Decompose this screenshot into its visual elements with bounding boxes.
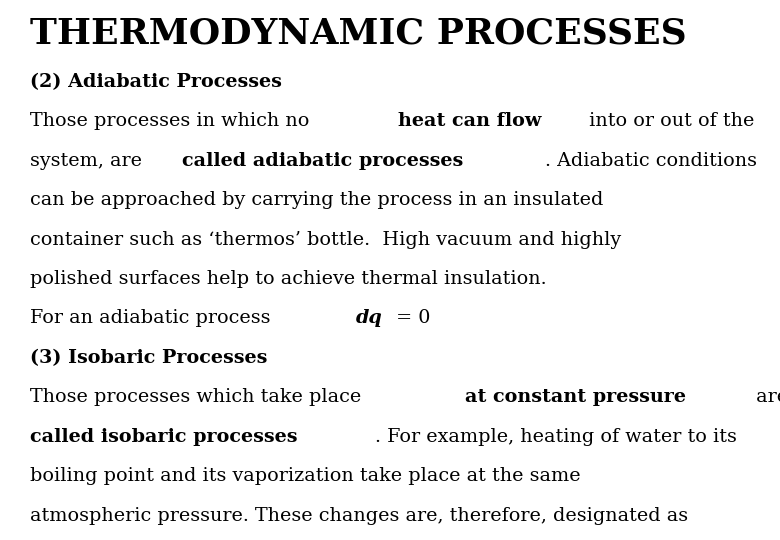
Text: Those processes in which no: Those processes in which no [30, 112, 315, 130]
Text: called adiabatic processes: called adiabatic processes [182, 152, 463, 170]
Text: (2) Adiabatic Processes: (2) Adiabatic Processes [30, 73, 282, 91]
Text: system, are: system, are [30, 152, 147, 170]
Text: . Adiabatic conditions: . Adiabatic conditions [545, 152, 757, 170]
Text: For an adiabatic process: For an adiabatic process [30, 309, 282, 327]
Text: Those processes which take place: Those processes which take place [30, 388, 367, 406]
Text: into or out of the: into or out of the [583, 112, 754, 130]
Text: at constant pressure: at constant pressure [465, 388, 686, 406]
Text: are: are [750, 388, 780, 406]
Text: dq: dq [356, 309, 382, 327]
Text: called isobaric processes: called isobaric processes [30, 428, 297, 445]
Text: heat can flow: heat can flow [398, 112, 541, 130]
Text: container such as ‘thermos’ bottle.  High vacuum and highly: container such as ‘thermos’ bottle. High… [30, 231, 621, 248]
Text: atmospheric pressure. These changes are, therefore, designated as: atmospheric pressure. These changes are,… [30, 507, 688, 524]
Text: boiling point and its vaporization take place at the same: boiling point and its vaporization take … [30, 467, 580, 485]
Text: (3) Isobaric Processes: (3) Isobaric Processes [30, 349, 267, 367]
Text: can be approached by carrying the process in an insulated: can be approached by carrying the proces… [30, 191, 603, 209]
Text: polished surfaces help to achieve thermal insulation.: polished surfaces help to achieve therma… [30, 270, 546, 288]
Text: . For example, heating of water to its: . For example, heating of water to its [375, 428, 736, 445]
Text: = 0: = 0 [390, 309, 431, 327]
Text: THERMODYNAMIC PROCESSES: THERMODYNAMIC PROCESSES [30, 16, 686, 50]
